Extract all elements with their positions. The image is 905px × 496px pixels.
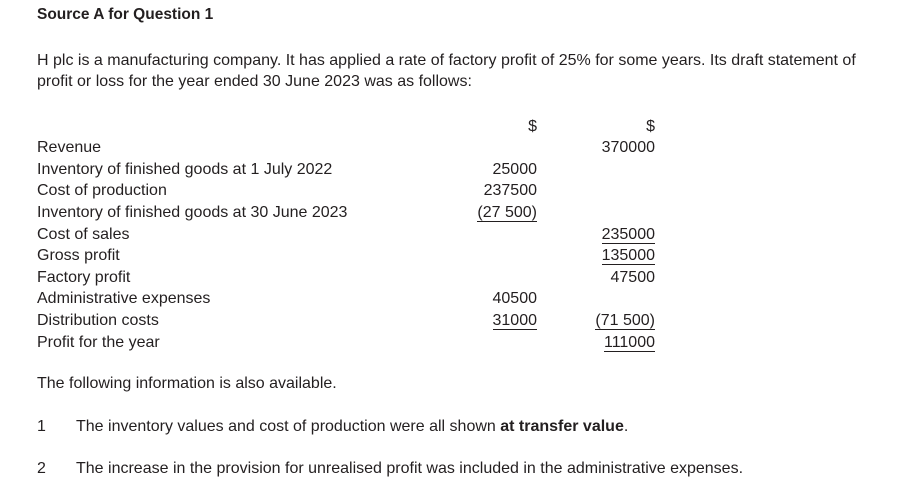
row-label: Inventory of finished goods at 1 July 20…	[37, 160, 333, 178]
row-label: Cost of sales	[37, 225, 130, 243]
table-row: Profit for the year 111000	[37, 330, 655, 352]
amount: 370000	[601, 139, 655, 157]
list-item: 1 The inventory values and cost of produc…	[37, 418, 628, 436]
column-header: $	[646, 117, 655, 135]
statement-table: $ $ Revenue 370000 Inventory of finished goo…	[37, 114, 655, 352]
amount: 25000	[492, 160, 538, 178]
table-cell: Distribution costs	[37, 308, 457, 330]
item-text: The increase in the provision for unreal…	[76, 460, 744, 477]
table-cell	[457, 244, 537, 266]
table-row: Gross profit 135000	[37, 244, 655, 266]
amount: 31000	[492, 311, 537, 330]
table-cell: Inventory of finished goods at 1 July 20…	[37, 157, 457, 179]
amount: 40500	[492, 290, 538, 308]
table-row: Cost of production 237500	[37, 179, 655, 201]
amount: 235000	[601, 225, 655, 244]
table-cell: 235000	[537, 222, 655, 244]
table-cell: Cost of sales	[37, 222, 457, 244]
item-end: .	[623, 418, 629, 435]
column-header-cell: $	[457, 114, 537, 136]
table-row: Revenue 370000	[37, 136, 655, 158]
table-cell	[457, 222, 537, 244]
row-label: Revenue	[37, 139, 102, 157]
amount: (71 500)	[595, 311, 655, 330]
table-cell: Revenue	[37, 136, 457, 158]
table-cell: (27 500)	[457, 200, 537, 222]
table-cell: 237500	[457, 179, 537, 201]
row-label: Distribution costs	[37, 311, 159, 329]
table-row: Distribution costs 31000 (71 500)	[37, 308, 655, 330]
table-cell: Gross profit	[37, 244, 457, 266]
row-label: Inventory of finished goods at 30 June 2…	[37, 203, 348, 221]
table-cell	[537, 287, 655, 309]
header-row: $ $	[37, 114, 655, 136]
column-header-cell: $	[537, 114, 655, 136]
table-cell	[537, 157, 655, 179]
table-cell: 25000	[457, 157, 538, 179]
heading: Source A for Question 1	[37, 6, 214, 23]
table-row: Factory profit 47500	[37, 265, 655, 287]
table-row: Inventory of finished goods at 30 June 2…	[37, 200, 655, 222]
amount: 47500	[610, 268, 656, 286]
amount: 111000	[603, 333, 655, 352]
row-label: Gross profit	[37, 247, 120, 265]
table-cell	[457, 136, 537, 158]
intro-paragraph: H plc is a manufacturing company. It has…	[37, 52, 856, 90]
table-cell: Cost of production	[37, 179, 457, 201]
row-label: Cost of production	[37, 182, 167, 200]
table-row: Cost of sales 235000	[37, 222, 655, 244]
amount: 237500	[483, 182, 537, 200]
table-cell: Inventory of finished goods at 30 June 2…	[37, 200, 457, 222]
row-label: Factory profit	[37, 268, 131, 286]
table-cell: 31000	[457, 308, 537, 330]
item-number: 1	[37, 418, 46, 435]
row-label: Administrative expenses	[37, 290, 211, 308]
cell	[37, 114, 457, 136]
amount: 135000	[601, 247, 655, 266]
table-cell: (71 500)	[537, 308, 655, 330]
table-cell: Profit for the year	[37, 330, 457, 352]
row-label: Profit for the year	[37, 333, 160, 351]
amount: (27 500)	[477, 203, 537, 222]
table-cell: 47500	[537, 265, 656, 287]
table-row: Administrative expenses 40500	[37, 287, 655, 309]
table-cell: Factory profit	[37, 265, 457, 287]
table-cell	[537, 179, 655, 201]
table-cell: 40500	[457, 287, 538, 309]
table-cell: 111000	[537, 330, 655, 352]
list-item: 2 The increase in the provision for unrea…	[37, 460, 743, 478]
table-cell	[457, 265, 537, 287]
table-cell	[537, 200, 655, 222]
table-cell: Administrative expenses	[37, 287, 457, 309]
table-cell	[457, 330, 537, 352]
item-number: 2	[37, 460, 46, 477]
table-cell: 370000	[537, 136, 655, 158]
column-header: $	[528, 117, 537, 135]
item-emphasis: at transfer value	[500, 418, 624, 435]
note: The following information is also availa…	[37, 375, 337, 392]
table-cell: 135000	[537, 244, 655, 266]
item-text: The inventory values and cost of product…	[76, 418, 501, 435]
table-row: Inventory of finished goods at 1 July 20…	[37, 157, 655, 179]
